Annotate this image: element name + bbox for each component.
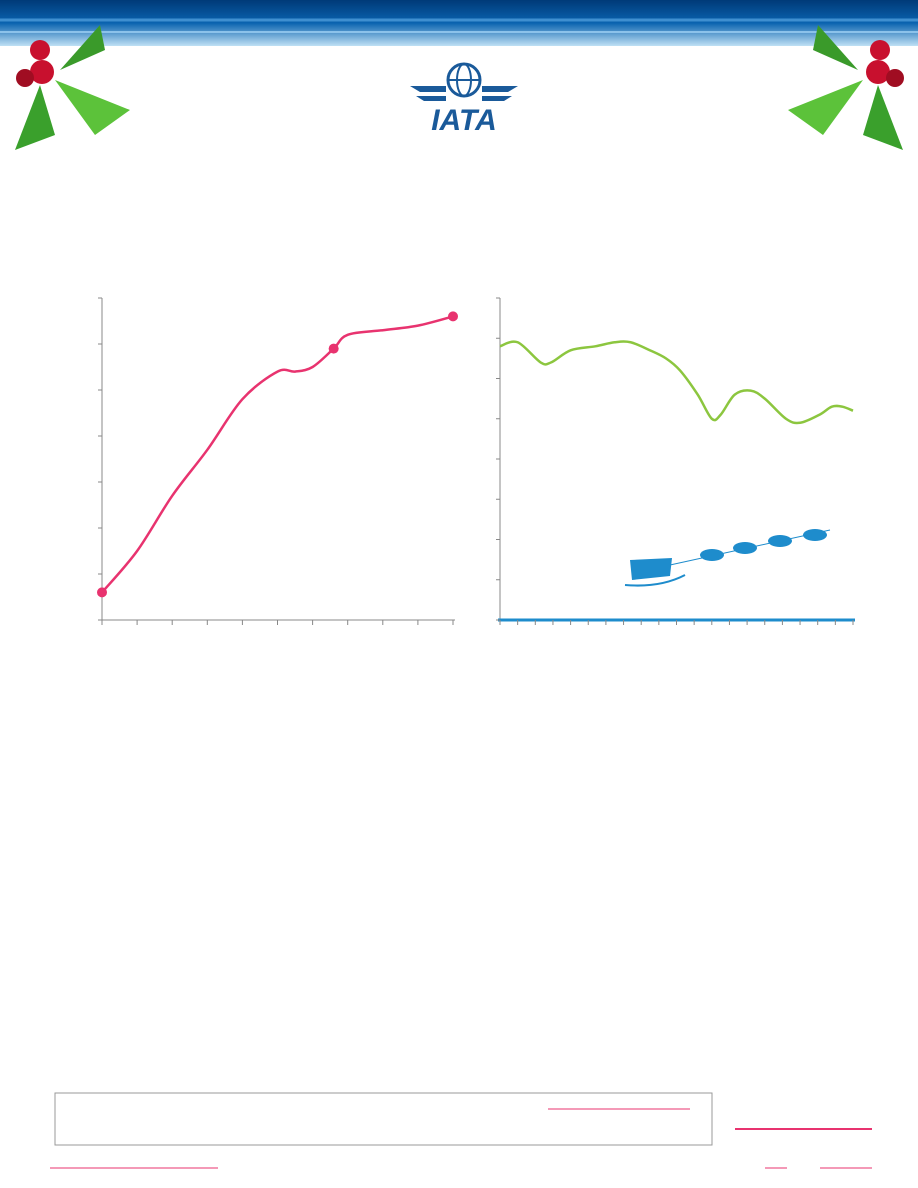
sleigh <box>624 529 831 587</box>
iata-logo: IATA <box>410 62 518 137</box>
header-band <box>0 0 918 46</box>
point <box>448 311 458 322</box>
holly-left <box>15 25 130 150</box>
point <box>97 587 107 598</box>
holly-right <box>788 25 904 150</box>
point <box>328 343 339 354</box>
series-line <box>499 340 854 425</box>
logo-text: IATA <box>431 104 497 137</box>
footer-box <box>54 1092 713 1146</box>
series-line <box>101 315 454 594</box>
